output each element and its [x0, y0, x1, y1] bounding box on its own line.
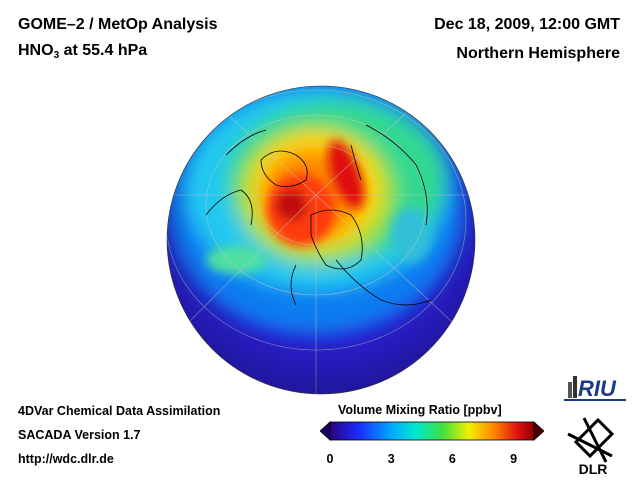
credit-version: SACADA Version 1.7: [18, 428, 141, 442]
colorbar-tick: 3: [387, 452, 395, 466]
colorbar-title: Volume Mixing Ratio [ppbv]: [338, 403, 502, 417]
globe-outline: [166, 85, 476, 395]
colorbar: [320, 421, 544, 441]
colorbar-tick: 6: [448, 452, 456, 466]
colorbar-max-arrow: [533, 421, 544, 441]
riu-logo: RIU: [564, 376, 626, 401]
species-subscript: 3: [53, 50, 60, 61]
region-label: Northern Hemisphere: [456, 45, 620, 62]
riu-logo-text: RIU: [578, 376, 617, 401]
credit-url: http://wdc.dlr.de: [18, 452, 114, 466]
riu-tower-icon-2: [573, 376, 577, 398]
date-time: Dec 18, 2009, 12:00 GMT: [434, 16, 620, 33]
colorbar-tick: 9: [510, 452, 518, 466]
credit-assimilation: 4DVar Chemical Data Assimilation: [18, 404, 221, 418]
map-title: GOME–2 / MetOp Analysis: [18, 16, 218, 33]
riu-tower-icon: [568, 382, 572, 398]
colorbar-tick: 0: [326, 452, 334, 466]
globe-shading: [167, 86, 475, 394]
colorbar-gradient: [329, 421, 535, 441]
dlr-logo: DLR: [567, 417, 615, 477]
pressure-level: at 55.4 hPa: [59, 42, 148, 59]
colorbar-min-arrow: [320, 421, 331, 441]
dlr-logo-text: DLR: [579, 461, 608, 477]
species-level-label: HNO3 at 55.4 hPa: [18, 42, 147, 61]
dlr-emblem-icon: [567, 417, 615, 463]
hemisphere-globe-map: [166, 85, 476, 395]
species-name: HNO: [18, 42, 54, 59]
